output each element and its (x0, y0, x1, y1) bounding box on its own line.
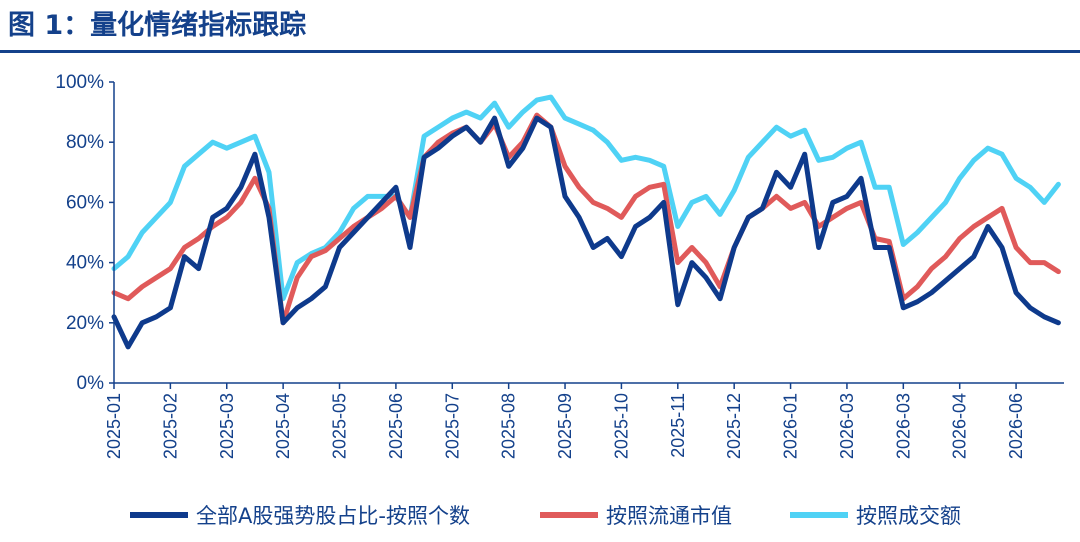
legend-swatch-count (130, 512, 188, 518)
x-tick-label: 2026-01 (781, 393, 801, 459)
x-axis-ticks: 2025-01 2025-02 2025-03 2025-04 2025-05 2025-… (104, 383, 1026, 459)
x-tick-label: 2026-03 (893, 393, 913, 459)
legend-label-turnover: 按照成交额 (856, 504, 961, 528)
x-tick-label: 2025-06 (386, 393, 406, 459)
y-tick-label: 0% (77, 373, 105, 394)
line-chart: 0% 20% 40% 60% 80% 100% 2025-01 2025-02 2025-03… (55, 72, 1064, 459)
y-tick-label: 100% (55, 72, 104, 93)
y-tick-label: 20% (66, 313, 104, 334)
x-tick-label: 2025-08 (499, 393, 519, 459)
x-tick-label: 2025-02 (160, 393, 180, 459)
x-tick-label: 2025-05 (330, 393, 350, 459)
legend-item-count: 全部A股强势股占比-按照个数 (130, 498, 470, 532)
title-underline (0, 50, 1080, 53)
legend-label-float-cap: 按照流通市值 (606, 504, 732, 528)
y-axis-ticks: 0% 20% 40% 60% 80% 100% (55, 72, 114, 394)
x-tick-label: 2026-06 (1006, 393, 1026, 459)
figure-title: 图 1：量化情绪指标跟踪 (8, 10, 307, 41)
series-line-1 (111, 112, 1061, 326)
y-tick-label: 40% (66, 253, 104, 274)
series-line-2 (111, 94, 1061, 302)
x-tick-label: 2026-03 (837, 393, 857, 459)
legend-swatch-turnover (790, 512, 848, 518)
x-tick-label: 2025-12 (724, 393, 744, 459)
y-tick-label: 80% (66, 132, 104, 153)
legend-swatch-float-cap (540, 512, 598, 518)
x-tick-label: 2025-09 (555, 393, 575, 459)
x-tick-label: 2026-04 (950, 393, 970, 459)
legend-item-float-cap: 按照流通市值 (540, 498, 732, 532)
legend-label-count: 全部A股强势股占比-按照个数 (196, 504, 470, 528)
series-line-0 (111, 115, 1061, 350)
x-tick-label: 2025-11 (668, 393, 688, 458)
x-tick-label: 2025-10 (611, 393, 631, 459)
x-tick-label: 2025-03 (217, 393, 237, 459)
y-tick-label: 60% (66, 192, 104, 213)
legend-item-turnover: 按照成交额 (790, 498, 961, 532)
chart-legend: 全部A股强势股占比-按照个数 按照流通市值 按照成交额 (0, 498, 1080, 532)
x-tick-label: 2025-04 (273, 393, 293, 459)
x-tick-label: 2025-07 (442, 393, 462, 459)
x-tick-label: 2025-01 (104, 393, 124, 459)
series-lines (111, 94, 1061, 350)
